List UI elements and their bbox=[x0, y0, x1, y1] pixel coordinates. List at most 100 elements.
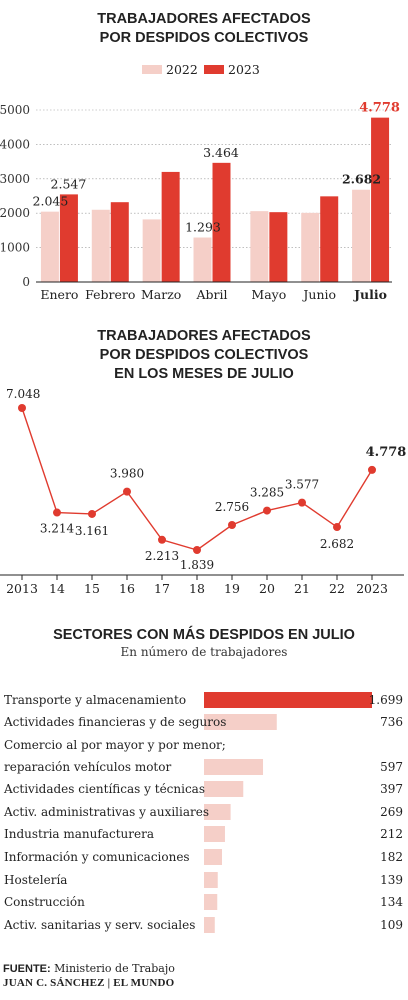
x-tick-label: 22 bbox=[329, 581, 345, 596]
bar-abril-2022 bbox=[193, 237, 212, 282]
data-label: 3.285 bbox=[250, 486, 284, 500]
bar-enero-2023 bbox=[59, 194, 78, 282]
sector-bar bbox=[204, 917, 215, 933]
y-tick-label: 2000 bbox=[0, 206, 30, 220]
sectors-hbar-chart: SECTORES CON MÁS DESPIDOS EN JULIO En nú… bbox=[3, 626, 403, 933]
x-tick-label-julio: Julio bbox=[353, 287, 387, 302]
data-label: 3.161 bbox=[75, 524, 109, 538]
x-tick-label: 17 bbox=[154, 581, 170, 596]
data-label: 2.547 bbox=[51, 176, 87, 191]
sector-value-label: 139 bbox=[380, 873, 403, 887]
sector-value-label: 134 bbox=[380, 895, 403, 909]
sector-label: Activ. sanitarias y serv. sociales bbox=[3, 918, 195, 932]
data-label: 7.048 bbox=[6, 387, 40, 401]
data-label: 2.682 bbox=[342, 172, 381, 187]
sector-bar bbox=[204, 872, 218, 888]
legend-label-2023: 2023 bbox=[228, 62, 260, 77]
sector-label: Hostelería bbox=[4, 873, 67, 887]
data-point-20 bbox=[263, 506, 271, 515]
data-label: 4.778 bbox=[359, 101, 400, 116]
data-point-19 bbox=[228, 521, 236, 530]
x-tick-label-febrero: Febrero bbox=[85, 287, 135, 302]
sector-label: Activ. administrativas y auxiliares bbox=[3, 805, 209, 819]
sector-bar bbox=[204, 714, 277, 730]
y-tick-label: 4000 bbox=[0, 137, 30, 151]
july-chart-title-line1: TRABAJADORES AFECTADOS bbox=[97, 328, 311, 344]
bar-junio-2022 bbox=[301, 212, 320, 282]
sector-value-label: 397 bbox=[380, 782, 403, 796]
sector-label: Transporte y almacenamiento bbox=[4, 693, 186, 707]
data-point-21 bbox=[298, 498, 306, 507]
sector-bar bbox=[204, 692, 372, 708]
sectors-chart-title: SECTORES CON MÁS DESPIDOS EN JULIO bbox=[53, 626, 355, 643]
x-tick-label: 20 bbox=[259, 581, 275, 596]
x-tick-label: 16 bbox=[119, 581, 135, 596]
data-point-15 bbox=[88, 509, 96, 518]
x-tick-label: 18 bbox=[189, 581, 205, 596]
y-tick-label: 0 bbox=[22, 275, 30, 289]
monthly-bar-chart: TRABAJADORES AFECTADOS POR DESPIDOS COLE… bbox=[0, 11, 400, 302]
sectors-chart-subtitle: En número de trabajadores bbox=[121, 645, 288, 659]
source-label: FUENTE: bbox=[3, 963, 51, 975]
data-label: 1.839 bbox=[180, 558, 214, 572]
data-point-16 bbox=[123, 487, 131, 496]
data-point-14 bbox=[53, 508, 61, 517]
y-tick-label: 1000 bbox=[0, 241, 30, 255]
data-point-17 bbox=[158, 535, 166, 544]
x-tick-label: 14 bbox=[49, 581, 65, 596]
data-point-2013 bbox=[18, 404, 26, 412]
sector-value-label: 1.699 bbox=[369, 693, 403, 707]
y-tick-label: 5000 bbox=[0, 103, 30, 117]
data-point-2023 bbox=[368, 465, 376, 474]
data-point-18 bbox=[193, 546, 201, 554]
sector-label: Actividades financieras y de seguros bbox=[3, 715, 226, 729]
data-point-22 bbox=[333, 523, 341, 532]
sector-label: Construcción bbox=[4, 895, 85, 909]
bar-febrero-2023 bbox=[110, 202, 129, 282]
july-chart-title-line3: EN LOS MESES DE JULIO bbox=[114, 366, 294, 382]
data-label: 2.045 bbox=[33, 194, 69, 209]
monthly-chart-title-line2: POR DESPIDOS COLECTIVOS bbox=[100, 30, 309, 46]
credit-line: JUAN C. SÁNCHEZ | EL MUNDO bbox=[3, 977, 175, 989]
y-tick-label: 3000 bbox=[0, 172, 30, 186]
data-label: 3.577 bbox=[285, 478, 319, 492]
legend-label-2022: 2022 bbox=[166, 62, 198, 77]
bar-marzo-2022 bbox=[142, 219, 161, 282]
sector-bar bbox=[204, 894, 218, 910]
data-label: 4.778 bbox=[366, 445, 407, 460]
bar-junio-2023 bbox=[320, 196, 339, 282]
x-tick-label-marzo: Marzo bbox=[141, 287, 181, 302]
bar-julio-2023 bbox=[371, 117, 390, 282]
data-label: 2.756 bbox=[215, 500, 249, 514]
sector-value-label: 597 bbox=[380, 760, 403, 774]
x-tick-label: 19 bbox=[224, 581, 240, 596]
x-tick-label-mayo: Mayo bbox=[251, 287, 286, 302]
x-tick-label: 21 bbox=[294, 581, 310, 596]
sector-label: Actividades científicas y técnicas bbox=[3, 782, 205, 796]
data-label: 2.213 bbox=[145, 549, 179, 563]
bar-marzo-2023 bbox=[161, 171, 180, 282]
sector-value-label: 109 bbox=[380, 918, 403, 932]
monthly-chart-title-line1: TRABAJADORES AFECTADOS bbox=[97, 11, 311, 27]
sector-bar bbox=[204, 849, 222, 865]
bar-abril-2023 bbox=[212, 162, 231, 282]
july-chart-title-line2: POR DESPIDOS COLECTIVOS bbox=[100, 347, 309, 363]
sector-bar bbox=[204, 826, 225, 842]
sector-label: Comercio al por mayor y por menor; bbox=[4, 738, 226, 752]
x-tick-label-enero: Enero bbox=[40, 287, 78, 302]
data-label: 2.682 bbox=[320, 537, 354, 551]
sector-bar bbox=[204, 759, 264, 775]
bar-mayo-2023 bbox=[269, 212, 288, 282]
x-tick-label: 2023 bbox=[356, 581, 388, 596]
source-line: FUENTE: Ministerio de Trabajo bbox=[3, 962, 175, 976]
source-text: Ministerio de Trabajo bbox=[54, 962, 175, 975]
sector-value-label: 212 bbox=[380, 827, 403, 841]
sector-bar bbox=[204, 781, 244, 797]
bar-mayo-2022 bbox=[250, 211, 269, 282]
sector-value-label: 269 bbox=[380, 805, 403, 819]
x-tick-label: 2013 bbox=[6, 581, 38, 596]
sector-bar bbox=[204, 804, 231, 820]
sector-value-label: 182 bbox=[380, 850, 403, 864]
bar-febrero-2022 bbox=[91, 209, 110, 282]
data-label: 3.464 bbox=[203, 145, 239, 160]
